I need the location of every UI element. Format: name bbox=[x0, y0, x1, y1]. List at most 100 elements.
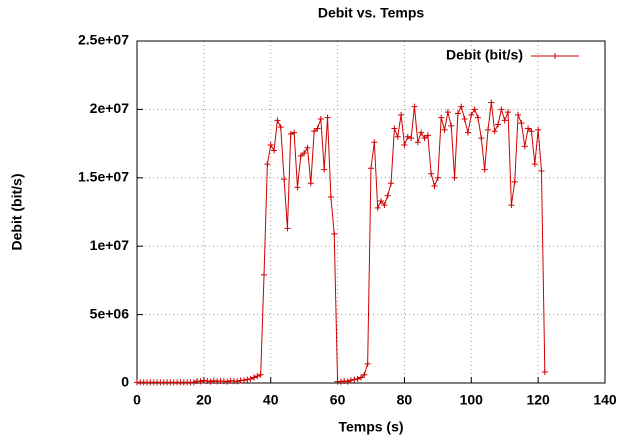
data-point bbox=[535, 126, 542, 133]
x-tick-label: 40 bbox=[263, 392, 279, 408]
data-point bbox=[414, 139, 421, 146]
data-point bbox=[418, 129, 425, 136]
data-point bbox=[481, 166, 488, 173]
data-point bbox=[281, 176, 288, 183]
data-point bbox=[297, 152, 304, 159]
data-point bbox=[361, 371, 368, 378]
data-point bbox=[424, 132, 431, 139]
x-tick-label: 120 bbox=[526, 392, 550, 408]
data-point bbox=[327, 193, 334, 200]
data-point bbox=[307, 180, 314, 187]
data-point bbox=[224, 378, 231, 385]
x-axis-label: Temps (s) bbox=[338, 419, 403, 435]
data-point bbox=[454, 110, 461, 117]
data-point bbox=[458, 103, 465, 110]
y-tick-label: 1e+07 bbox=[90, 237, 130, 253]
data-point bbox=[388, 180, 395, 187]
data-point bbox=[531, 161, 538, 168]
data-point bbox=[491, 128, 498, 135]
data-point bbox=[474, 114, 481, 121]
data-point bbox=[344, 378, 351, 385]
data-point bbox=[541, 369, 548, 376]
data-point bbox=[411, 103, 418, 110]
data-point bbox=[247, 375, 254, 382]
x-tick-label: 60 bbox=[330, 392, 346, 408]
data-point bbox=[257, 371, 264, 378]
data-point bbox=[244, 376, 251, 383]
data-point bbox=[321, 166, 328, 173]
data-point bbox=[267, 141, 274, 148]
data-point bbox=[254, 373, 261, 380]
data-point bbox=[368, 165, 374, 172]
data-point bbox=[421, 135, 428, 142]
data-point bbox=[471, 106, 478, 113]
data-point bbox=[277, 124, 284, 131]
data-point bbox=[381, 202, 388, 209]
data-point bbox=[451, 174, 458, 181]
data-point bbox=[287, 131, 294, 138]
chart-title: Debit vs. Temps bbox=[318, 5, 425, 21]
data-point bbox=[515, 111, 522, 118]
y-tick-label: 1.5e+07 bbox=[78, 169, 129, 185]
data-point bbox=[468, 111, 475, 118]
data-point bbox=[271, 147, 278, 154]
data-point bbox=[444, 109, 451, 116]
y-tick-label: 2.5e+07 bbox=[78, 32, 129, 48]
data-point bbox=[505, 109, 512, 116]
data-point bbox=[331, 230, 338, 237]
data-point bbox=[347, 377, 354, 384]
data-point bbox=[357, 374, 364, 381]
data-line bbox=[137, 102, 546, 383]
data-point bbox=[210, 377, 217, 384]
data-point bbox=[398, 111, 405, 118]
data-point bbox=[431, 183, 438, 190]
data-point bbox=[294, 184, 301, 191]
data-point bbox=[434, 174, 441, 181]
data-point bbox=[314, 125, 321, 132]
y-tick-label: 0 bbox=[121, 374, 129, 390]
legend-label: Debit (bit/s) bbox=[446, 47, 523, 63]
data-point bbox=[384, 192, 391, 199]
data-point bbox=[518, 120, 525, 127]
data-point bbox=[378, 198, 385, 205]
x-tick-label: 80 bbox=[397, 392, 413, 408]
data-point bbox=[478, 135, 485, 142]
y-tick-label: 2e+07 bbox=[90, 100, 130, 116]
data-point bbox=[428, 170, 435, 177]
data-point bbox=[485, 126, 491, 133]
data-point bbox=[408, 135, 415, 142]
x-tick-label: 0 bbox=[133, 392, 141, 408]
legend-swatch bbox=[531, 53, 579, 59]
data-point bbox=[401, 141, 408, 148]
data-point bbox=[311, 128, 318, 135]
data-point bbox=[190, 379, 197, 386]
data-point bbox=[354, 375, 361, 382]
data-point bbox=[304, 144, 311, 151]
data-point bbox=[538, 167, 545, 174]
data-point bbox=[488, 99, 495, 106]
data-point bbox=[508, 202, 515, 209]
data-point bbox=[391, 125, 398, 132]
data-point bbox=[521, 143, 528, 150]
data-point bbox=[501, 117, 508, 124]
data-point bbox=[341, 377, 348, 384]
data-point bbox=[404, 133, 411, 140]
data-point bbox=[264, 161, 271, 168]
data-point bbox=[464, 129, 471, 136]
data-point bbox=[441, 126, 448, 133]
data-point bbox=[525, 125, 532, 132]
data-point bbox=[511, 178, 518, 185]
data-point bbox=[337, 378, 344, 385]
data-point bbox=[274, 117, 281, 124]
data-point bbox=[197, 378, 204, 385]
x-tick-label: 140 bbox=[593, 392, 617, 408]
data-point bbox=[438, 114, 445, 121]
data-point bbox=[351, 376, 358, 383]
data-point bbox=[394, 133, 401, 140]
data-point bbox=[528, 128, 535, 135]
data-point bbox=[301, 150, 308, 157]
data-point bbox=[261, 271, 268, 278]
data-point bbox=[498, 106, 505, 113]
